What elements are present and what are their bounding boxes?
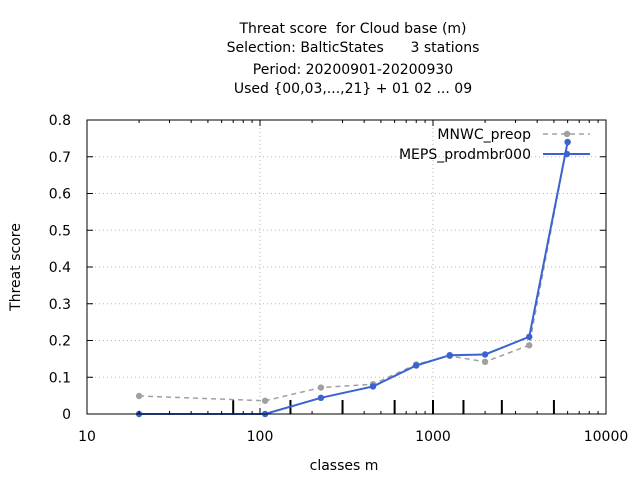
x-tick-label: 100: [247, 429, 274, 445]
plot-frame: [86, 119, 607, 415]
legend-marker-MEPS_prodmbr000: [563, 150, 571, 158]
chart-title-line-3: Period: 20200901-20200930: [252, 62, 454, 78]
x-tick-label: 10000: [584, 429, 629, 445]
legend: MNWC_preop MEPS_prodmbr000: [399, 127, 590, 163]
tick-layer: 0 0.1 0.2 0.3 0.4 0.5 0.6 0.7 0.8 10 100 1000 10000: [49, 113, 629, 445]
y-tick-label: 0.8: [49, 113, 71, 129]
y-tick-label: 0.4: [49, 260, 71, 276]
data-point-MNWC_preop: [481, 358, 489, 366]
chart-title-line-4: Used {00,03,...,21} + 01 02 ... 09: [233, 81, 473, 97]
data-point-MNWC_preop: [135, 392, 143, 400]
y-tick-label: 0.5: [49, 223, 71, 239]
series-line-MEPS_prodmbr000: [139, 141, 569, 415]
data-point-MNWC_preop: [317, 384, 325, 391]
data-point-MEPS_prodmbr000: [317, 394, 325, 402]
data-point-MEPS_prodmbr000: [369, 383, 377, 390]
y-tick-label: 0.2: [49, 334, 71, 350]
data-point-MEPS_prodmbr000: [526, 333, 533, 341]
data-point-MEPS_prodmbr000: [564, 138, 571, 146]
class-marker-layer: [232, 400, 555, 414]
data-point-MEPS_prodmbr000: [413, 362, 420, 369]
y-tick-label: 0.1: [49, 370, 71, 386]
series-layer: [135, 138, 571, 418]
legend-label-MEPS_prodmbr000: MEPS_prodmbr000: [399, 147, 531, 163]
y-tick-label: 0: [62, 407, 71, 423]
grid-layer: [87, 120, 606, 414]
x-tick-label: 1000: [415, 429, 451, 445]
data-point-MNWC_preop: [526, 342, 533, 349]
legend-marker-MNWC_preop: [563, 130, 571, 138]
series-line-MNWC_preop: [139, 141, 569, 402]
y-axis-label: Threat score: [8, 223, 24, 312]
chart-title-line-2: Selection: BalticStates 3 stations: [226, 40, 480, 56]
data-point-MEPS_prodmbr000: [481, 351, 489, 358]
chart-title-line-1: Threat score for Cloud base (m): [239, 21, 467, 37]
data-point-MEPS_prodmbr000: [446, 352, 453, 359]
y-tick-label: 0.6: [49, 187, 71, 203]
x-tick-label: 10: [78, 429, 96, 445]
x-axis-label: classes m: [310, 458, 379, 474]
y-tick-label: 0.7: [49, 150, 71, 166]
y-tick-label: 0.3: [49, 297, 71, 313]
data-point-MNWC_preop: [261, 397, 269, 404]
legend-label-MNWC_preop: MNWC_preop: [437, 127, 531, 143]
